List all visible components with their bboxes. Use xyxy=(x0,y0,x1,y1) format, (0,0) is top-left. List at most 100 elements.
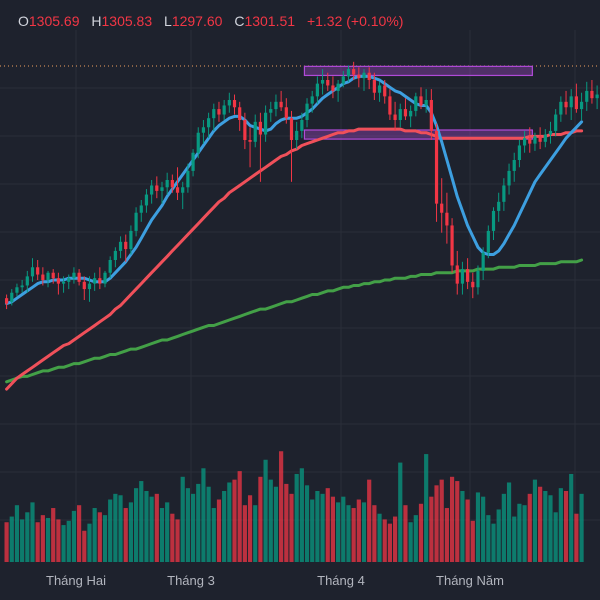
volume-bar xyxy=(429,496,434,562)
candle xyxy=(134,207,138,237)
candle xyxy=(61,276,66,293)
candle-body xyxy=(569,96,573,108)
candle-body xyxy=(481,252,485,271)
candle-body xyxy=(320,80,325,84)
candle xyxy=(258,112,263,182)
candle-body xyxy=(300,120,304,131)
candle xyxy=(186,163,190,193)
candle xyxy=(98,267,102,290)
candle-body xyxy=(434,130,439,204)
volume-bar xyxy=(543,491,548,562)
volume-bar xyxy=(558,488,563,562)
candle xyxy=(440,178,444,233)
volume-bar xyxy=(336,502,341,562)
volume-bar xyxy=(393,516,398,562)
volume-bar xyxy=(77,505,82,562)
candle xyxy=(150,180,154,204)
candle-body xyxy=(139,205,143,213)
candle-body xyxy=(144,194,149,206)
x-tick-label: Tháng 4 xyxy=(317,573,365,588)
candle xyxy=(82,276,86,300)
candle-body xyxy=(471,281,475,288)
volume-bar xyxy=(284,483,289,562)
volume-bar xyxy=(87,523,92,562)
volume-bar xyxy=(320,493,325,562)
candle-body xyxy=(409,110,413,117)
candle xyxy=(574,83,578,113)
candle xyxy=(295,121,299,150)
volume-bar xyxy=(289,493,294,562)
candle-body xyxy=(559,101,563,115)
candle-body xyxy=(502,185,506,202)
candle xyxy=(269,101,273,122)
candle xyxy=(445,192,449,244)
candle-body xyxy=(486,230,490,253)
volume-bar xyxy=(222,491,227,562)
volume-bar xyxy=(82,530,87,562)
candle xyxy=(72,267,76,284)
candle-body xyxy=(533,136,537,144)
candle-body xyxy=(284,107,288,119)
candle-body xyxy=(207,118,211,128)
candle xyxy=(263,105,268,142)
volume-bar xyxy=(273,486,279,562)
candle xyxy=(30,258,35,282)
candle-body xyxy=(403,109,408,117)
volume-bar xyxy=(196,483,201,562)
candle-body xyxy=(517,145,522,160)
candle-body xyxy=(41,274,45,280)
candle xyxy=(315,76,319,104)
candle xyxy=(67,274,71,290)
candle xyxy=(372,72,376,100)
candle-body xyxy=(227,100,231,106)
candle-body xyxy=(279,101,283,108)
candle-body xyxy=(212,109,216,119)
volume-bar xyxy=(268,479,273,562)
volume-bar xyxy=(159,508,165,562)
volume-bar xyxy=(481,496,486,562)
low-value: 1297.60 xyxy=(171,13,223,29)
candle xyxy=(486,225,490,259)
volume-bar xyxy=(294,473,299,562)
volume-bar xyxy=(20,519,25,562)
candle xyxy=(51,269,55,284)
volume-bar xyxy=(403,505,408,562)
volume-bar xyxy=(304,485,310,562)
candle-body xyxy=(258,121,263,135)
candle-body xyxy=(538,136,542,142)
volume-bar xyxy=(35,522,40,562)
high-value: 1305.83 xyxy=(101,13,153,29)
candle xyxy=(201,120,206,144)
candle-body xyxy=(186,170,190,188)
volume-bar xyxy=(496,509,501,562)
candle-body xyxy=(232,100,237,108)
candle-body xyxy=(46,272,50,280)
candle-body xyxy=(548,130,553,135)
candle xyxy=(538,127,542,150)
open-value: 1305.69 xyxy=(28,13,80,29)
volume-bar xyxy=(367,479,372,562)
candle-body xyxy=(134,212,138,231)
candle-body xyxy=(326,80,330,86)
volume-bar xyxy=(102,515,108,562)
candle-body xyxy=(124,241,128,250)
volume-bar xyxy=(408,522,413,562)
volume-bar xyxy=(211,508,216,562)
candle-body xyxy=(238,107,242,120)
candle xyxy=(4,294,9,310)
candle xyxy=(155,176,159,199)
candle-body xyxy=(72,272,76,279)
candle xyxy=(279,90,283,111)
candle-body xyxy=(51,272,55,279)
volume-bar xyxy=(113,493,118,562)
candle-body xyxy=(310,96,314,104)
candle xyxy=(481,247,485,280)
volume-bar xyxy=(154,493,159,562)
candle xyxy=(56,272,60,295)
candle-body xyxy=(289,118,294,140)
volume-bar xyxy=(315,491,320,562)
candle xyxy=(36,260,40,280)
candle-body xyxy=(15,287,19,293)
candle xyxy=(181,181,185,210)
